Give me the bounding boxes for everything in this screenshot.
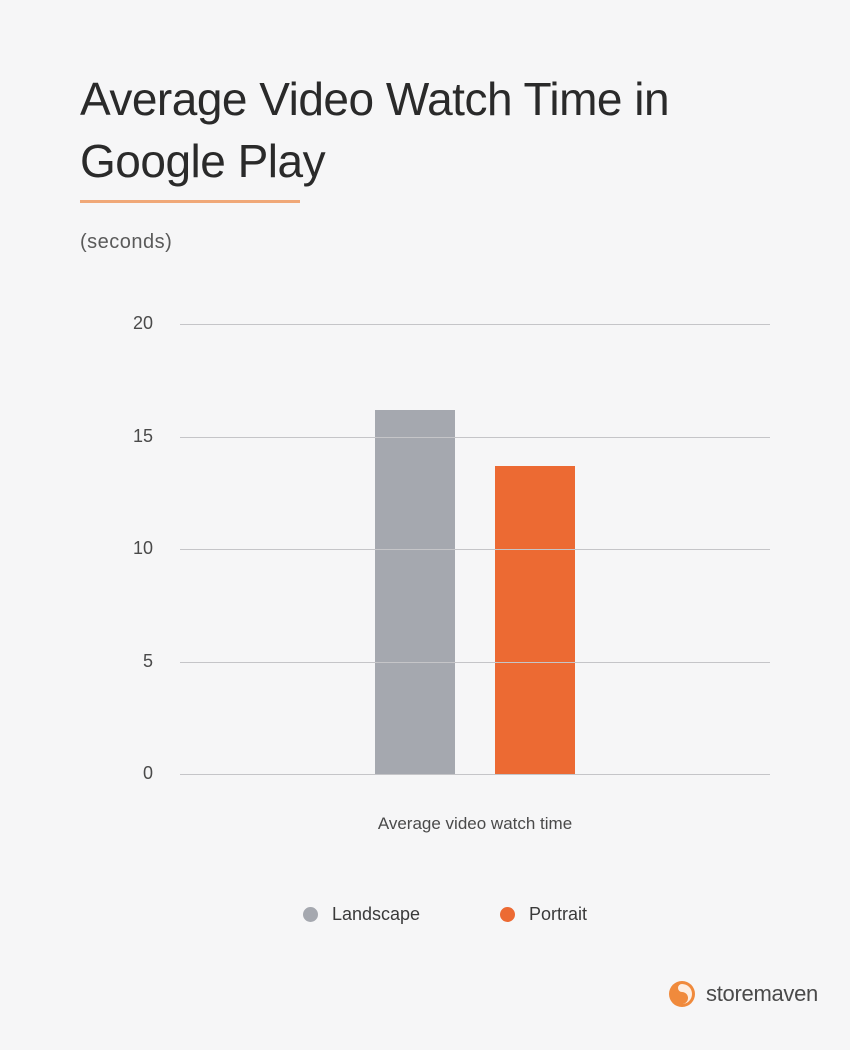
bar-landscape [375,410,455,775]
gridline [180,774,770,775]
gridline [180,437,770,438]
y-tick-label: 10 [100,538,165,559]
legend-item-portrait: Portrait [500,904,587,925]
page-title: Average Video Watch Time in Google Play [80,68,770,192]
brand-name: storemaven [706,981,818,1007]
gridline [180,324,770,325]
legend-dot-icon [303,907,318,922]
x-axis-label: Average video watch time [180,814,770,834]
gridline [180,662,770,663]
storemaven-icon [668,980,696,1008]
chart-area: Average video watch time 05101520 [100,324,770,804]
chart-container: Average Video Watch Time in Google Play … [0,0,850,925]
title-underline [80,200,300,203]
legend-dot-icon [500,907,515,922]
y-tick-label: 15 [100,426,165,447]
legend-item-landscape: Landscape [303,904,420,925]
y-tick-label: 0 [100,763,165,784]
bar-portrait [495,466,575,774]
brand-logo: storemaven [668,980,818,1008]
chart-subtitle: (seconds) [80,231,770,254]
legend-label: Portrait [529,904,587,925]
y-tick-label: 20 [100,313,165,334]
legend: Landscape Portrait [120,904,770,925]
legend-label: Landscape [332,904,420,925]
gridline [180,549,770,550]
y-tick-label: 5 [100,651,165,672]
